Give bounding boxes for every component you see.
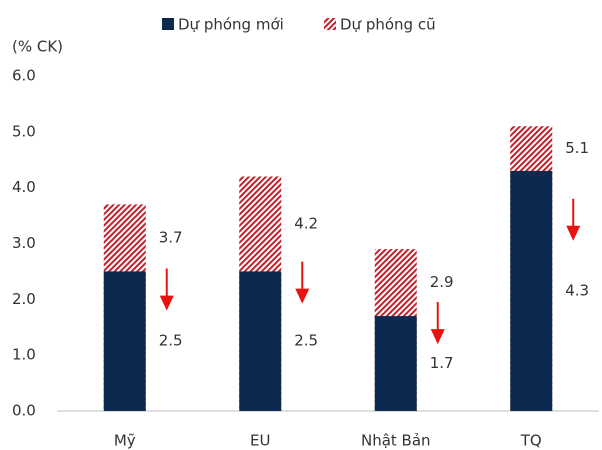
value-label-old: 3.7 — [159, 228, 183, 246]
y-tick-label: 0.0 — [12, 402, 36, 420]
value-label-new: 4.3 — [565, 281, 589, 299]
y-tick-label: 6.0 — [12, 67, 36, 85]
y-tick-label: 5.0 — [12, 122, 36, 140]
y-tick-label: 3.0 — [12, 234, 36, 252]
value-label-new: 2.5 — [159, 332, 183, 350]
legend-label: Dự phóng mới — [178, 16, 284, 34]
y-axis-label: (% CK) — [12, 38, 63, 56]
bar-new — [374, 316, 417, 411]
value-label-old: 5.1 — [565, 139, 589, 157]
change-arrow-head — [566, 225, 581, 241]
legend-swatch — [162, 18, 174, 30]
value-label-old: 2.9 — [430, 273, 454, 291]
bar-new — [510, 170, 553, 411]
y-tick-label: 1.0 — [12, 346, 36, 364]
change-arrow-head — [159, 295, 174, 311]
change-arrow-head — [295, 288, 310, 304]
x-tick-label: Mỹ — [114, 432, 136, 450]
value-label-old: 4.2 — [294, 214, 318, 232]
x-tick-label: TQ — [520, 432, 542, 450]
legend-label: Dự phóng cũ — [340, 16, 436, 34]
bar-new — [239, 271, 282, 411]
value-label-new: 1.7 — [430, 354, 454, 372]
legend-swatch — [324, 18, 336, 30]
x-tick-label: Nhật Bản — [361, 432, 431, 450]
change-arrow-head — [430, 329, 445, 345]
bar-new — [103, 271, 146, 411]
y-tick-label: 2.0 — [12, 290, 36, 308]
x-tick-label: EU — [250, 432, 270, 450]
y-tick-label: 4.0 — [12, 178, 36, 196]
value-label-new: 2.5 — [294, 332, 318, 350]
